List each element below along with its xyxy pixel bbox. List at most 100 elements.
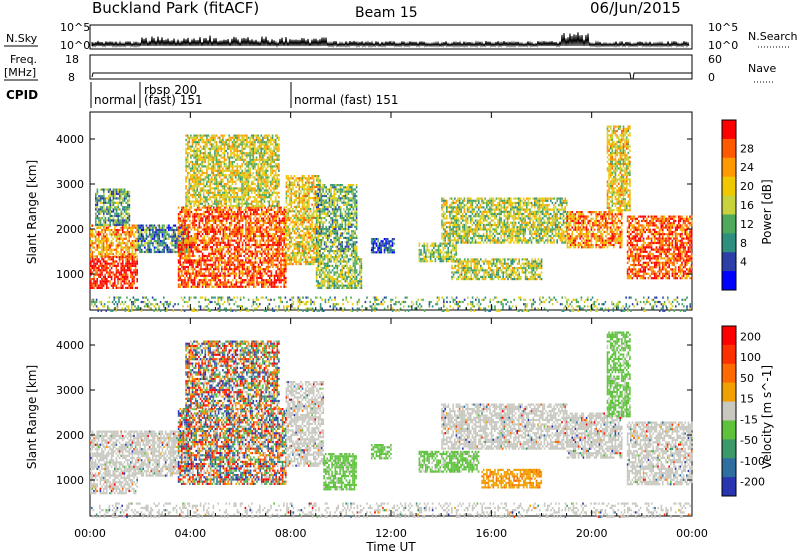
heatmap-cell	[312, 175, 315, 178]
heatmap-cell	[275, 210, 277, 214]
heatmap-cell	[236, 178, 239, 181]
heatmap-cell	[222, 178, 224, 181]
heatmap-cell	[306, 179, 309, 182]
heatmap-cell	[181, 235, 183, 238]
heatmap-cell	[217, 265, 220, 269]
heatmap-cell	[258, 158, 261, 161]
heatmap-cell	[309, 188, 312, 191]
heatmap-cell	[309, 190, 312, 193]
heatmap-cell	[190, 149, 192, 153]
heatmap-cell	[198, 204, 200, 208]
heatmap-cell	[227, 226, 229, 229]
heatmap-cell	[107, 239, 110, 243]
heatmap-cell	[190, 243, 193, 247]
heatmap-cell	[185, 185, 187, 188]
heatmap-cell	[217, 283, 220, 286]
heatmap-cell	[197, 265, 199, 269]
heatmap-cell	[232, 210, 234, 214]
heatmap-cell	[241, 182, 243, 186]
heatmap-cell	[222, 283, 225, 286]
heatmap-cell	[103, 192, 105, 196]
heatmap-cell	[234, 180, 237, 183]
heatmap-cell	[281, 274, 284, 277]
heatmap-cell	[225, 189, 227, 192]
heatmap-cell	[283, 248, 285, 251]
heatmap-cell	[288, 201, 291, 204]
heatmap-cell	[218, 138, 221, 142]
heatmap-cell	[293, 232, 296, 235]
heatmap-cell	[259, 250, 261, 253]
heatmap-cell	[303, 238, 305, 241]
heatmap-cell	[150, 242, 153, 245]
heatmap-cell	[166, 237, 169, 240]
heatmap-cell	[215, 193, 218, 197]
heatmap-cell	[229, 217, 231, 220]
heatmap-cell	[206, 243, 209, 247]
heatmap-cell	[227, 241, 229, 244]
heatmap-cell	[264, 243, 266, 247]
heatmap-cell	[211, 276, 213, 280]
heatmap-cell	[101, 271, 103, 274]
heatmap-cell	[296, 249, 299, 252]
heatmap-cell	[262, 163, 264, 166]
heatmap-cell	[199, 138, 202, 142]
heatmap-cell	[283, 263, 285, 266]
heatmap-cell	[311, 241, 313, 244]
heatmap-cell	[204, 200, 207, 203]
heatmap-cell	[247, 163, 250, 166]
heatmap-cell	[301, 245, 304, 248]
heatmap-cell	[98, 284, 100, 287]
heatmap-cell	[278, 182, 280, 186]
heatmap-cell	[295, 256, 297, 259]
heatmap-cell	[212, 158, 215, 161]
heatmap-cell	[248, 283, 250, 286]
heatmap-cell	[269, 281, 271, 284]
heatmap-cell	[252, 204, 255, 208]
heatmap-cell	[271, 191, 274, 194]
heatmap-cell	[257, 219, 260, 222]
heatmap-cell	[128, 239, 130, 243]
heatmap-cell	[254, 141, 256, 144]
heatmap-cell	[281, 254, 284, 258]
heatmap-cell	[203, 248, 205, 251]
heatmap-cell	[219, 254, 221, 258]
heatmap-cell	[125, 248, 127, 251]
heatmap-cell	[217, 285, 220, 288]
heatmap-cell	[298, 188, 301, 191]
heatmap-cell	[163, 224, 165, 227]
heatmap-cell	[227, 268, 229, 271]
heatmap-cell	[242, 136, 245, 139]
heatmap-cell	[106, 255, 108, 258]
heatmap-cell	[185, 261, 188, 264]
heatmap-cell	[209, 274, 212, 277]
heatmap-cell	[277, 252, 279, 255]
heatmap-cell	[241, 243, 244, 247]
heatmap-cell	[199, 198, 202, 201]
heatmap-cell	[180, 231, 183, 234]
heatmap-cell	[184, 213, 186, 216]
heatmap-cell	[246, 281, 249, 284]
heatmap-cell	[274, 169, 277, 172]
heatmap-cell	[283, 259, 285, 262]
heatmap-cell	[227, 208, 229, 211]
heatmap-cell	[241, 250, 244, 253]
heatmap-cell	[201, 228, 204, 231]
heatmap-cell	[241, 202, 243, 205]
heatmap-cell	[96, 197, 99, 200]
heatmap-cell	[288, 263, 291, 266]
heatmap-cell	[215, 187, 218, 190]
heatmap-cell	[192, 221, 194, 225]
heatmap-cell	[215, 185, 218, 188]
heatmap-cell	[216, 210, 218, 214]
heatmap-cell	[190, 185, 192, 188]
heatmap-cell	[202, 182, 205, 186]
heatmap-cell	[295, 177, 297, 180]
heatmap-cell	[134, 224, 137, 227]
heatmap-cell	[185, 265, 188, 269]
heatmap-cell	[301, 181, 304, 184]
heatmap-cell	[112, 248, 114, 251]
heatmap-cell	[156, 228, 159, 232]
heatmap-cell	[212, 193, 215, 197]
heatmap-cell	[212, 202, 215, 205]
heatmap-cell	[96, 255, 98, 258]
